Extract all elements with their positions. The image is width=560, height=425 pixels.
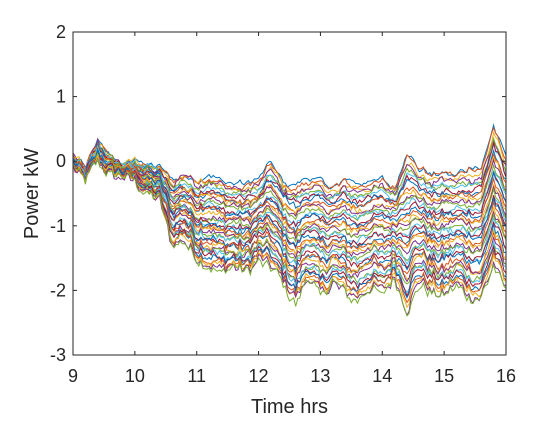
- series-line: [72, 154, 507, 277]
- series-line: [72, 153, 507, 309]
- series-line: [72, 123, 507, 193]
- y-axis-ticks: -3 -2 -1 0 1 2: [50, 22, 506, 365]
- y-tick-label: 2: [56, 22, 66, 42]
- series-line: [72, 153, 507, 281]
- x-tick-label: 13: [310, 366, 330, 386]
- series-line: [72, 126, 507, 192]
- plot-frame: [72, 31, 507, 356]
- x-axis-ticks: 9 10 11 12 13 14 15 16: [68, 32, 516, 386]
- x-tick-label: 14: [372, 366, 392, 386]
- series-layer: [72, 123, 507, 317]
- series-line: [72, 157, 507, 317]
- series-line: [72, 145, 507, 237]
- x-tick-label: 12: [249, 366, 269, 386]
- series-line: [72, 154, 507, 283]
- series-line: [72, 154, 507, 298]
- series-line: [72, 141, 507, 203]
- series-line: [72, 144, 507, 215]
- series-line: [72, 145, 507, 227]
- y-tick-label: 1: [56, 87, 66, 107]
- series-line: [72, 142, 507, 222]
- x-tick-label: 11: [187, 366, 206, 386]
- y-axis-label: Power kW: [21, 148, 43, 239]
- series-line: [72, 158, 507, 317]
- x-tick-label: 9: [68, 366, 78, 386]
- series-line: [72, 149, 507, 257]
- y-tick-label: -1: [50, 216, 66, 236]
- series-line: [72, 150, 507, 240]
- x-tick-label: 15: [434, 366, 454, 386]
- y-tick-label: -2: [50, 280, 66, 300]
- x-tick-label: 10: [125, 366, 145, 386]
- series-line: [72, 148, 507, 249]
- x-axis-label: Time hrs: [251, 396, 328, 418]
- y-tick-label: -3: [50, 345, 66, 365]
- series-line: [72, 147, 507, 275]
- y-tick-label: 0: [56, 151, 66, 171]
- series-line: [72, 148, 507, 243]
- series-line: [72, 140, 507, 209]
- x-tick-label: 16: [496, 366, 516, 386]
